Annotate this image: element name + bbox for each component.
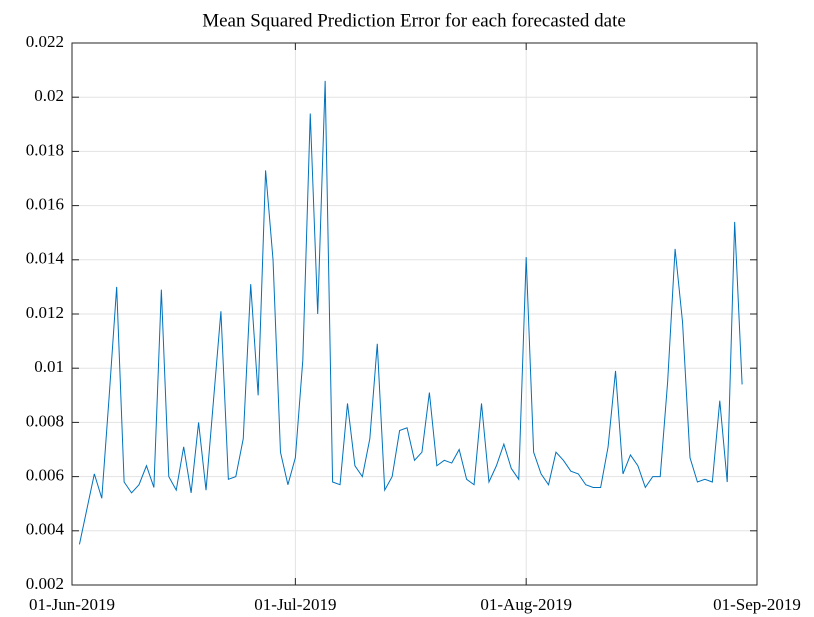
y-tick-label: 0.006 (26, 466, 64, 485)
x-tick-label: 01-Aug-2019 (480, 595, 572, 614)
y-tick-label: 0.004 (26, 520, 65, 539)
y-tick-label: 0.014 (26, 249, 65, 268)
y-tick-label: 0.018 (26, 140, 64, 159)
x-tick-label: 01-Jun-2019 (29, 595, 115, 614)
chart-title: Mean Squared Prediction Error for each f… (202, 10, 626, 31)
x-tick-label: 01-Sep-2019 (713, 595, 801, 614)
y-tick-label: 0.012 (26, 303, 64, 322)
y-tick-label: 0.022 (26, 32, 64, 51)
y-tick-label: 0.008 (26, 411, 64, 430)
y-tick-label: 0.016 (26, 195, 64, 214)
data-line (78, 80, 743, 545)
y-tick-label: 0.01 (34, 357, 64, 376)
plot-frame (71, 42, 758, 586)
x-tick-label: 01-Jul-2019 (254, 595, 336, 614)
y-tick-label: 0.002 (26, 574, 64, 593)
y-tick-label: 0.02 (34, 86, 64, 105)
